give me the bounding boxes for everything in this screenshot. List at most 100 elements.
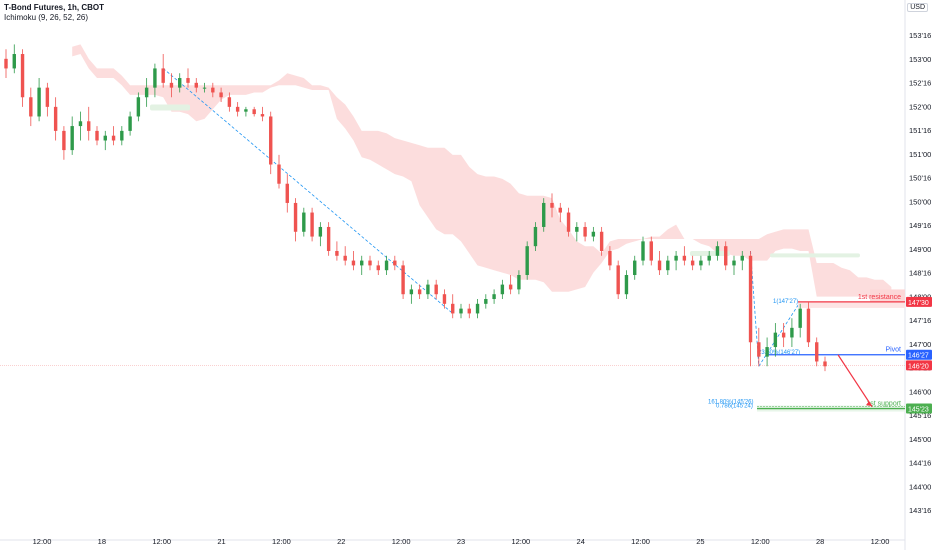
candle-body — [798, 308, 802, 328]
x-tick-label: 12:00 — [272, 537, 291, 546]
candle-body — [62, 130, 66, 151]
fib-annotation: 161.80%(145'26) — [708, 400, 754, 406]
x-tick-label: 25 — [696, 537, 704, 546]
fib-annotation: 0.786(145'24) — [716, 404, 753, 410]
candle-body — [765, 347, 769, 357]
x-tick-label: 22 — [337, 537, 345, 546]
price-label-box — [906, 349, 932, 360]
candle-body — [128, 116, 132, 131]
candle-body — [95, 130, 99, 141]
candle-body — [757, 342, 761, 357]
candle-body — [120, 130, 124, 141]
candle-body — [227, 97, 232, 107]
x-tick-label: 12:00 — [631, 537, 650, 546]
level-label: 1st resistance — [858, 294, 901, 301]
y-tick-label: 153'00 — [909, 55, 931, 64]
candle-body — [318, 226, 323, 237]
candle-body — [715, 246, 720, 256]
fib-annotation: 23.60%(146'27) — [758, 350, 800, 356]
x-tick-label: 28 — [816, 537, 824, 546]
candle-body — [376, 265, 380, 271]
candle-body — [161, 68, 165, 83]
candle-body — [542, 202, 546, 227]
candle-body — [87, 121, 91, 131]
x-tick-label: 18 — [98, 537, 106, 546]
candle-body — [591, 231, 596, 237]
candle-body — [37, 87, 41, 117]
chart-header: T-Bond Futures, 1h, CBOT Ichimoku (9, 26… — [4, 3, 104, 23]
indicator-label: Ichimoku (9, 26, 52, 26) — [4, 13, 89, 22]
candle-body — [335, 250, 339, 256]
candle-body — [136, 97, 141, 117]
candle-body — [178, 78, 182, 88]
fib-line — [758, 301, 801, 367]
candle-body — [235, 106, 240, 112]
candle-body — [293, 202, 298, 232]
y-tick-label: 152'16 — [909, 79, 931, 88]
candle-body — [815, 342, 819, 362]
candle-body — [608, 250, 612, 266]
candle-body — [277, 164, 281, 184]
candle-body — [103, 135, 107, 141]
candle-body — [70, 126, 74, 151]
candle-body — [484, 299, 488, 304]
ichimoku-cloud-green — [150, 104, 190, 111]
arrow-head — [866, 401, 872, 407]
x-tick-label: 12:00 — [152, 537, 171, 546]
x-tick-label: 12:00 — [871, 537, 890, 546]
candle-body — [633, 260, 637, 275]
price-label-text: 147'30 — [908, 300, 929, 307]
candle-body — [823, 361, 827, 367]
candle-body — [699, 260, 703, 266]
y-tick-label: 152'00 — [909, 102, 931, 111]
y-tick-label: 145'16 — [909, 411, 931, 420]
y-tick-label: 144'16 — [909, 459, 931, 468]
y-tick-label: 146'00 — [909, 387, 931, 396]
y-tick-label: 151'16 — [909, 126, 931, 135]
candle-body — [666, 260, 670, 271]
candle-body — [475, 303, 480, 314]
y-tick-label: 149'00 — [909, 245, 931, 254]
candle-body — [674, 255, 678, 261]
currency-badge[interactable]: USD — [907, 3, 928, 12]
candle-body — [29, 97, 33, 117]
candle-body — [740, 255, 744, 261]
level-label: Pivot — [885, 347, 901, 354]
y-tick-label: 143'16 — [909, 506, 931, 515]
candle-body — [144, 87, 149, 98]
candle-body — [434, 284, 438, 295]
x-tick-label: 21 — [217, 537, 225, 546]
candle-body — [550, 202, 554, 208]
candle-body — [368, 260, 372, 266]
x-tick-label: 12:00 — [511, 537, 530, 546]
y-tick-label: 148'16 — [909, 269, 931, 278]
candle-body — [732, 260, 736, 266]
candle-body — [53, 106, 58, 131]
ichimoku-cloud-green — [690, 250, 730, 256]
candle-body — [310, 212, 314, 237]
price-label-box — [906, 403, 932, 414]
y-tick-label: 150'00 — [909, 197, 931, 206]
y-tick-label: 151'00 — [909, 150, 931, 159]
candle-body — [790, 327, 794, 338]
candle-body — [244, 109, 248, 112]
candle-body — [211, 87, 215, 93]
candle-body — [773, 332, 778, 348]
candle-body — [153, 68, 157, 88]
fib-annotation: 1(147'27) — [773, 299, 798, 305]
candle-body — [417, 289, 422, 295]
candle-body — [533, 226, 538, 247]
y-tick-label: 144'00 — [909, 482, 931, 491]
x-tick-label: 12:00 — [751, 537, 770, 546]
candle-body — [459, 308, 463, 314]
candle-body — [269, 116, 273, 165]
candle-body — [285, 183, 289, 203]
candle-body — [467, 308, 471, 314]
resistance-zone — [798, 301, 905, 308]
candle-body — [384, 260, 389, 271]
candle-body — [682, 255, 687, 261]
ichimoku-cloud-green — [770, 253, 860, 258]
candle-body — [169, 82, 174, 88]
price-label-text: 145'23 — [908, 407, 929, 414]
